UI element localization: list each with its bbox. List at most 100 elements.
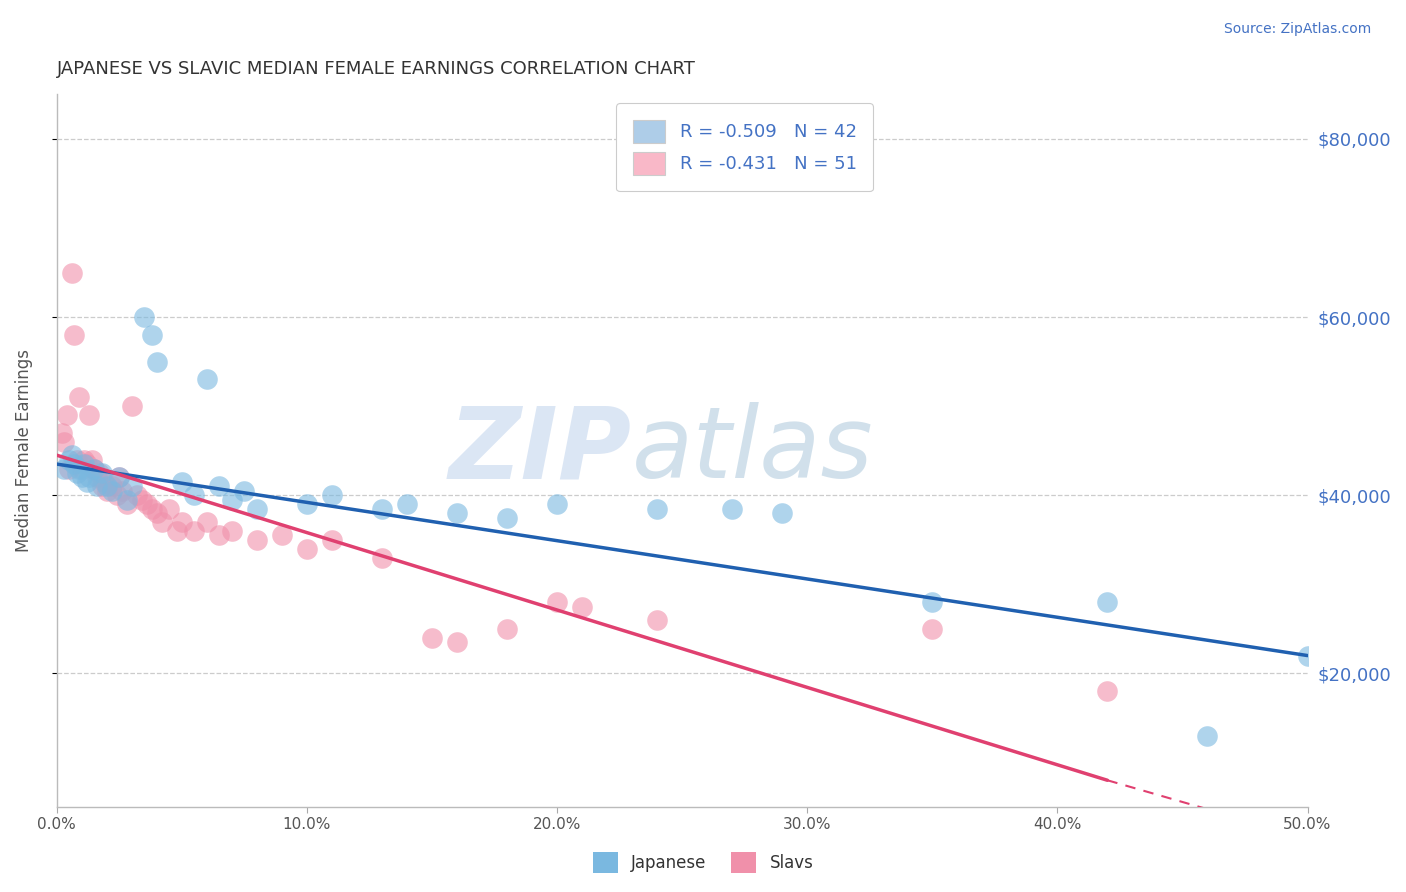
Point: [496, 622, 519, 636]
Point: [166, 524, 188, 538]
Point: [195, 372, 218, 386]
Point: [546, 497, 568, 511]
Point: [108, 470, 131, 484]
Point: [70, 470, 93, 484]
Point: [86, 470, 108, 484]
Point: [295, 497, 318, 511]
Point: [67, 461, 90, 475]
Point: [65, 452, 87, 467]
Point: [921, 595, 943, 609]
Point: [58, 461, 80, 475]
Point: [77, 408, 100, 422]
Point: [53, 461, 76, 475]
Point: [89, 466, 111, 480]
Point: [246, 533, 269, 547]
Point: [134, 310, 156, 324]
Point: [183, 524, 205, 538]
Point: [63, 327, 86, 342]
Point: [65, 466, 87, 480]
Point: [546, 595, 568, 609]
Point: [51, 425, 73, 440]
Point: [96, 483, 118, 498]
Point: [170, 475, 193, 489]
Point: [921, 622, 943, 636]
Point: [83, 461, 105, 475]
Point: [1197, 729, 1219, 743]
Point: [60, 266, 83, 280]
Point: [58, 452, 80, 467]
Point: [76, 475, 98, 489]
Point: [100, 483, 122, 498]
Point: [645, 501, 668, 516]
Point: [53, 434, 76, 449]
Point: [63, 457, 86, 471]
Point: [90, 479, 112, 493]
Point: [371, 501, 394, 516]
Text: Source: ZipAtlas.com: Source: ZipAtlas.com: [1223, 22, 1371, 37]
Point: [321, 533, 343, 547]
Point: [645, 613, 668, 627]
Point: [73, 452, 96, 467]
Point: [86, 479, 108, 493]
Point: [105, 488, 128, 502]
Legend: R = -0.509   N = 42, R = -0.431   N = 51: R = -0.509 N = 42, R = -0.431 N = 51: [616, 103, 873, 192]
Point: [115, 497, 138, 511]
Point: [1296, 648, 1319, 663]
Point: [108, 470, 131, 484]
Point: [1097, 595, 1119, 609]
Point: [208, 479, 231, 493]
Point: [76, 457, 98, 471]
Point: [170, 515, 193, 529]
Point: [221, 492, 243, 507]
Point: [571, 599, 593, 614]
Point: [93, 475, 115, 489]
Point: [67, 390, 90, 404]
Point: [125, 488, 148, 502]
Legend: Japanese, Slavs: Japanese, Slavs: [586, 846, 820, 880]
Y-axis label: Median Female Earnings: Median Female Earnings: [15, 349, 32, 552]
Point: [121, 479, 143, 493]
Point: [55, 408, 77, 422]
Point: [221, 524, 243, 538]
Point: [395, 497, 418, 511]
Point: [83, 461, 105, 475]
Point: [721, 501, 744, 516]
Point: [60, 448, 83, 462]
Point: [77, 470, 100, 484]
Point: [770, 506, 793, 520]
Text: ZIP: ZIP: [449, 402, 633, 500]
Point: [135, 497, 157, 511]
Point: [446, 506, 468, 520]
Point: [131, 492, 153, 507]
Point: [80, 452, 103, 467]
Point: [233, 483, 256, 498]
Point: [321, 488, 343, 502]
Point: [1097, 684, 1119, 698]
Point: [121, 399, 143, 413]
Point: [446, 635, 468, 649]
Point: [183, 488, 205, 502]
Text: atlas: atlas: [633, 402, 873, 500]
Point: [111, 483, 134, 498]
Point: [145, 354, 167, 368]
Point: [246, 501, 269, 516]
Point: [420, 631, 443, 645]
Point: [141, 327, 163, 342]
Point: [90, 466, 112, 480]
Point: [208, 528, 231, 542]
Point: [157, 501, 180, 516]
Point: [145, 506, 167, 520]
Point: [195, 515, 218, 529]
Point: [141, 501, 163, 516]
Text: JAPANESE VS SLAVIC MEDIAN FEMALE EARNINGS CORRELATION CHART: JAPANESE VS SLAVIC MEDIAN FEMALE EARNING…: [56, 60, 696, 78]
Point: [150, 515, 173, 529]
Point: [115, 492, 138, 507]
Point: [96, 479, 118, 493]
Point: [496, 510, 519, 524]
Point: [270, 528, 292, 542]
Point: [73, 457, 96, 471]
Point: [371, 550, 394, 565]
Point: [70, 461, 93, 475]
Point: [100, 479, 122, 493]
Point: [295, 541, 318, 556]
